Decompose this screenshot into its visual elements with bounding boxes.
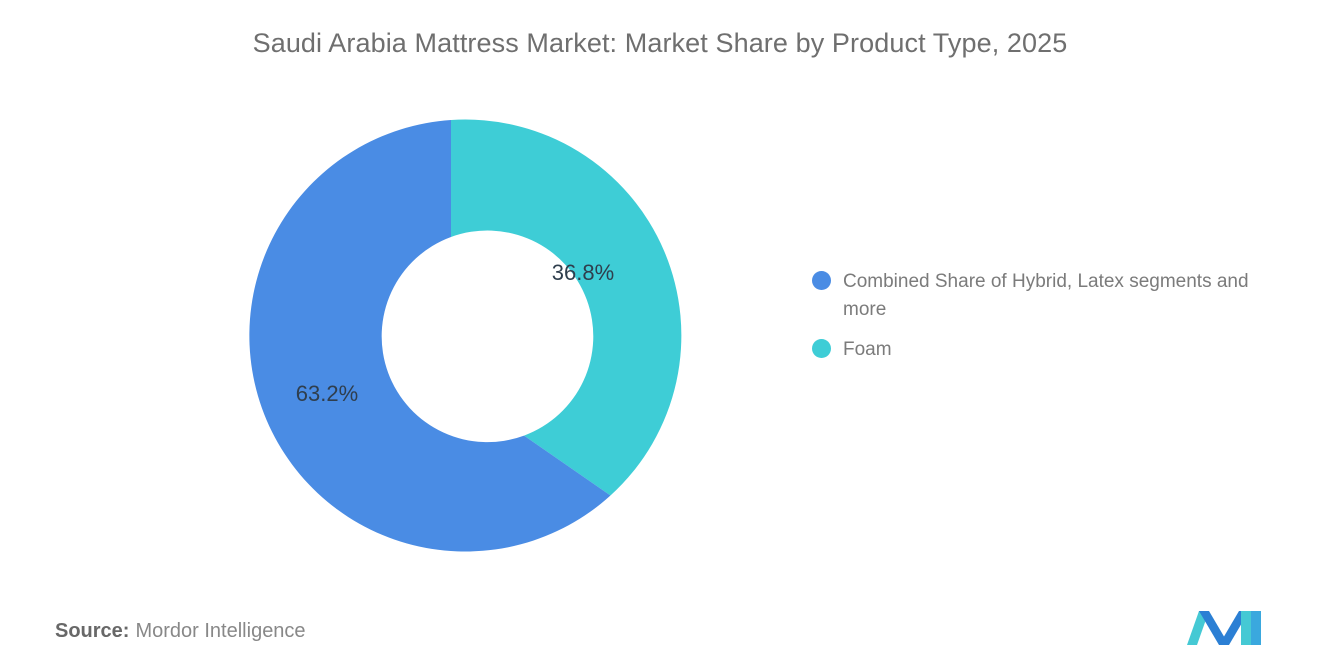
legend-label-foam: Foam <box>843 339 892 360</box>
source-label: Source: <box>55 620 130 642</box>
chart-legend: Combined Share of Hybrid, Latex segments… <box>812 268 1292 376</box>
source-attribution: Source: Mordor Intelligence <box>55 620 306 643</box>
legend-label-combined-share: Combined Share of Hybrid, Latex segments… <box>843 271 1249 320</box>
slice-label-combined-share: 63.2% <box>296 381 358 406</box>
legend-item-foam[interactable]: Foam <box>812 336 1292 364</box>
donut-chart-svg: 63.2% 36.8% <box>249 119 682 552</box>
slice-label-foam: 36.8% <box>552 260 614 285</box>
donut-slice-combined-share[interactable] <box>249 120 611 552</box>
mordor-intelligence-logo-icon <box>1187 611 1261 645</box>
donut-chart-plot-area: 63.2% 36.8% <box>0 95 790 575</box>
source-value: Mordor Intelligence <box>135 620 306 642</box>
donut-slices <box>249 119 682 552</box>
chart-title: Saudi Arabia Mattress Market: Market Sha… <box>252 28 1068 58</box>
legend-swatch-combined-share <box>812 271 831 290</box>
legend-item-combined-share[interactable]: Combined Share of Hybrid, Latex segments… <box>812 268 1292 324</box>
legend-swatch-foam <box>812 339 831 358</box>
donut-slice-foam[interactable] <box>451 119 682 496</box>
